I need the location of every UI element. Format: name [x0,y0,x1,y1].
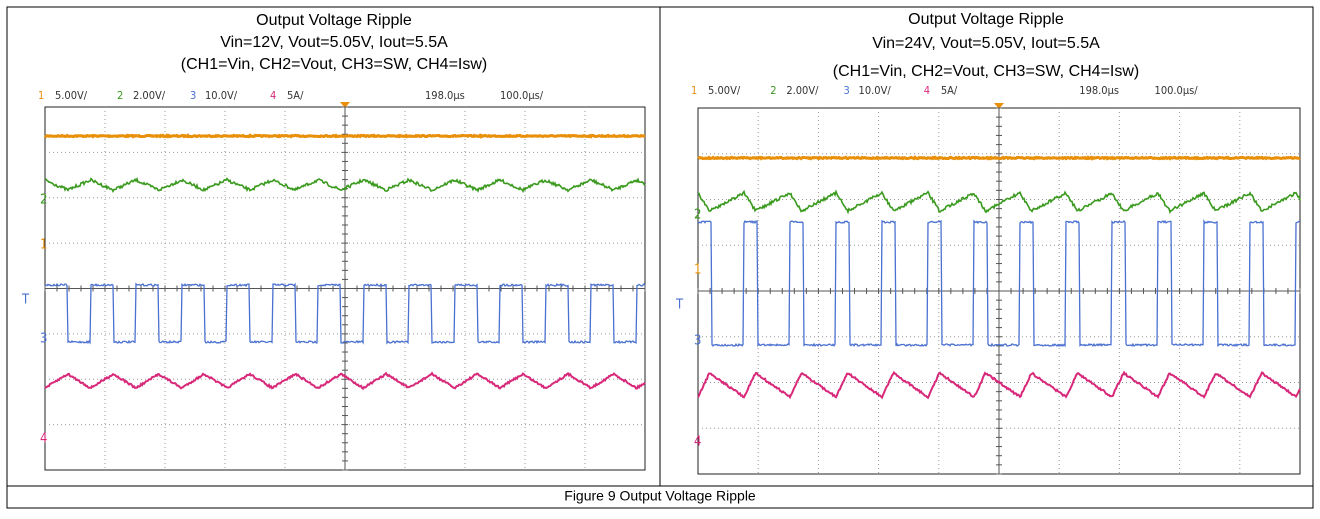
figure-page: Figure 9 Output Voltage Ripple Output Vo… [0,0,1320,514]
scope-label: 2 [117,89,123,102]
waveform [698,157,1300,158]
scope-label: 198.0µs [425,89,465,102]
scope-label: 100.0µs/ [1155,84,1199,97]
channel-marker: 4 [40,432,47,447]
channel-marker: 2 [694,208,701,223]
waveform [45,135,645,136]
scope-label: 4 [924,84,930,97]
figure-title: Output Voltage Ripple [256,12,412,29]
channel-marker: 3 [40,332,47,347]
channel-marker: 3 [694,334,701,349]
scope-label: 5.00V/ [55,89,88,102]
caption: Figure 9 Output Voltage Ripple [564,488,756,504]
channel-marker: 2 [40,193,47,208]
scope-label: 4 [270,89,276,102]
figure-title: Vin=24V, Vout=5.05V, Iout=5.5A [872,35,1100,52]
scope-label: 2 [770,84,776,97]
scope-label: 3 [844,84,850,97]
channel-marker: T [675,298,684,313]
scope-label: 100.0µs/ [500,89,544,102]
figure-title: (CH1=Vin, CH2=Vout, CH3=SW, CH4=Isw) [833,63,1140,80]
scope-label: 5A/ [941,84,958,97]
scope-label: 2.00V/ [786,84,819,97]
scope-label: 5A/ [287,89,304,102]
scope-label: 198.0µs [1079,84,1119,97]
figure-title: Output Voltage Ripple [908,11,1064,28]
figure-title: Vin=12V, Vout=5.05V, Iout=5.5A [220,34,448,51]
scope-label: 10.0V/ [205,89,238,102]
channel-marker: 4 [694,435,701,450]
scope-label: 5.00V/ [708,84,741,97]
scope-label: 1 [691,84,697,97]
scope-label: 1 [38,89,44,102]
figure-title: (CH1=Vin, CH2=Vout, CH3=SW, CH4=Isw) [181,56,488,73]
channel-marker: 1 [694,263,701,278]
scope-label: 3 [190,89,196,102]
channel-marker: T [21,293,30,308]
channel-marker: 1 [40,238,47,253]
scope-label: 2.00V/ [133,89,166,102]
scope-label: 10.0V/ [859,84,892,97]
